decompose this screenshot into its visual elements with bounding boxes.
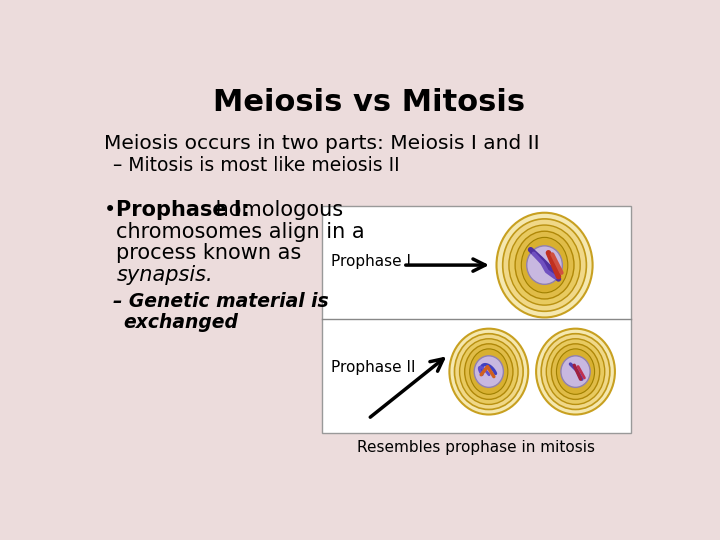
Ellipse shape xyxy=(449,329,528,415)
Ellipse shape xyxy=(497,213,593,318)
Ellipse shape xyxy=(546,339,605,404)
Bar xyxy=(322,206,631,433)
Ellipse shape xyxy=(509,225,580,305)
Ellipse shape xyxy=(464,344,513,400)
Text: process known as: process known as xyxy=(117,244,302,264)
Ellipse shape xyxy=(541,334,610,409)
Ellipse shape xyxy=(527,246,562,285)
Ellipse shape xyxy=(459,339,518,404)
Ellipse shape xyxy=(503,219,586,311)
Text: Prophase I:: Prophase I: xyxy=(117,200,251,220)
Text: chromosomes align in a: chromosomes align in a xyxy=(117,222,365,242)
Ellipse shape xyxy=(454,334,523,409)
Text: synapsis.: synapsis. xyxy=(117,265,213,285)
Ellipse shape xyxy=(536,329,615,415)
Text: homologous: homologous xyxy=(209,200,343,220)
Ellipse shape xyxy=(474,356,503,387)
Text: – Genetic material is: – Genetic material is xyxy=(113,292,329,311)
Text: exchanged: exchanged xyxy=(123,313,238,332)
Text: – Mitosis is most like meiosis II: – Mitosis is most like meiosis II xyxy=(113,156,400,174)
Text: Prophase I: Prophase I xyxy=(331,254,411,269)
Ellipse shape xyxy=(521,238,568,293)
Ellipse shape xyxy=(552,344,600,400)
Text: Meiosis occurs in two parts: Meiosis I and II: Meiosis occurs in two parts: Meiosis I a… xyxy=(104,134,539,153)
Text: Prophase II: Prophase II xyxy=(331,360,415,375)
Ellipse shape xyxy=(515,231,574,299)
Text: Resembles prophase in mitosis: Resembles prophase in mitosis xyxy=(357,441,595,455)
Ellipse shape xyxy=(469,349,508,394)
Text: •: • xyxy=(104,200,123,220)
Ellipse shape xyxy=(557,349,595,394)
Text: Meiosis vs Mitosis: Meiosis vs Mitosis xyxy=(213,88,525,117)
Ellipse shape xyxy=(561,356,590,387)
